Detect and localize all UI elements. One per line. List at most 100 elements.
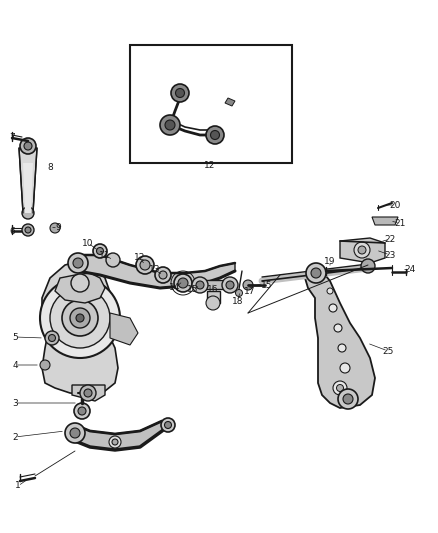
Circle shape	[174, 274, 192, 292]
Polygon shape	[42, 261, 118, 395]
Circle shape	[160, 115, 180, 135]
Text: 12: 12	[204, 160, 215, 169]
Circle shape	[206, 296, 220, 310]
Text: 8: 8	[47, 164, 53, 173]
Circle shape	[155, 267, 171, 283]
Circle shape	[40, 360, 50, 370]
Text: 12: 12	[134, 254, 146, 262]
Circle shape	[50, 288, 110, 348]
Circle shape	[93, 244, 107, 258]
Circle shape	[334, 324, 342, 332]
Circle shape	[84, 389, 92, 397]
Circle shape	[338, 344, 346, 352]
Text: 15: 15	[261, 280, 273, 289]
Polygon shape	[225, 98, 235, 106]
Circle shape	[329, 304, 337, 312]
Circle shape	[62, 300, 98, 336]
Polygon shape	[55, 273, 105, 303]
Circle shape	[73, 258, 83, 268]
Circle shape	[71, 274, 89, 292]
Circle shape	[161, 418, 175, 432]
Circle shape	[24, 142, 32, 150]
Text: 16: 16	[207, 286, 219, 295]
Circle shape	[358, 246, 366, 254]
Circle shape	[22, 207, 34, 219]
Circle shape	[343, 394, 353, 404]
Text: 13: 13	[149, 265, 161, 274]
Text: 1: 1	[15, 481, 21, 490]
Circle shape	[96, 247, 103, 254]
Text: 5: 5	[12, 333, 18, 342]
Text: 2: 2	[12, 432, 18, 441]
Text: 6: 6	[9, 227, 15, 236]
Text: 24: 24	[404, 264, 416, 273]
Polygon shape	[305, 268, 375, 408]
Polygon shape	[372, 217, 398, 225]
Text: 25: 25	[382, 346, 394, 356]
Text: 9: 9	[55, 222, 61, 231]
Circle shape	[196, 281, 204, 289]
Circle shape	[70, 308, 90, 328]
Text: 20: 20	[389, 200, 401, 209]
Circle shape	[178, 278, 188, 288]
Circle shape	[306, 263, 326, 283]
Text: 15: 15	[187, 286, 199, 295]
Text: 18: 18	[232, 296, 244, 305]
Circle shape	[49, 335, 56, 342]
Text: 23: 23	[384, 251, 396, 260]
Circle shape	[333, 381, 347, 395]
Circle shape	[361, 259, 375, 273]
Circle shape	[106, 253, 120, 267]
Circle shape	[50, 223, 60, 233]
Circle shape	[211, 131, 219, 140]
Polygon shape	[19, 148, 37, 213]
Polygon shape	[340, 238, 385, 263]
Polygon shape	[78, 255, 235, 288]
Circle shape	[222, 277, 238, 293]
Circle shape	[22, 224, 34, 236]
Circle shape	[327, 288, 333, 294]
Circle shape	[165, 422, 172, 429]
Circle shape	[311, 268, 321, 278]
Circle shape	[140, 260, 150, 270]
Text: 10: 10	[82, 238, 94, 247]
Circle shape	[76, 314, 84, 322]
Text: 19: 19	[324, 256, 336, 265]
Circle shape	[109, 436, 121, 448]
Circle shape	[165, 120, 175, 130]
Circle shape	[354, 242, 370, 258]
Polygon shape	[75, 421, 168, 450]
Text: 4: 4	[12, 360, 18, 369]
Circle shape	[340, 363, 350, 373]
Circle shape	[40, 278, 120, 358]
Circle shape	[78, 407, 86, 415]
Circle shape	[171, 84, 189, 102]
Circle shape	[243, 280, 253, 290]
Circle shape	[80, 385, 96, 401]
Circle shape	[74, 403, 90, 419]
Text: 7: 7	[9, 133, 15, 142]
Circle shape	[176, 88, 184, 98]
Circle shape	[65, 423, 85, 443]
Text: 21: 21	[394, 219, 406, 228]
Polygon shape	[207, 291, 220, 303]
Polygon shape	[23, 163, 33, 213]
Circle shape	[112, 439, 118, 445]
Bar	[130, 45, 292, 163]
Circle shape	[206, 126, 224, 144]
Text: 3: 3	[12, 399, 18, 408]
Circle shape	[70, 428, 80, 438]
Text: 22: 22	[385, 235, 396, 244]
Circle shape	[68, 253, 88, 273]
Circle shape	[336, 384, 343, 392]
Circle shape	[226, 281, 234, 289]
Polygon shape	[203, 280, 225, 289]
Text: 17: 17	[244, 287, 256, 295]
Text: 11: 11	[99, 251, 111, 260]
Circle shape	[136, 256, 154, 274]
Circle shape	[20, 138, 36, 154]
Circle shape	[338, 389, 358, 409]
Polygon shape	[110, 313, 138, 345]
Circle shape	[159, 271, 167, 279]
Circle shape	[192, 277, 208, 293]
